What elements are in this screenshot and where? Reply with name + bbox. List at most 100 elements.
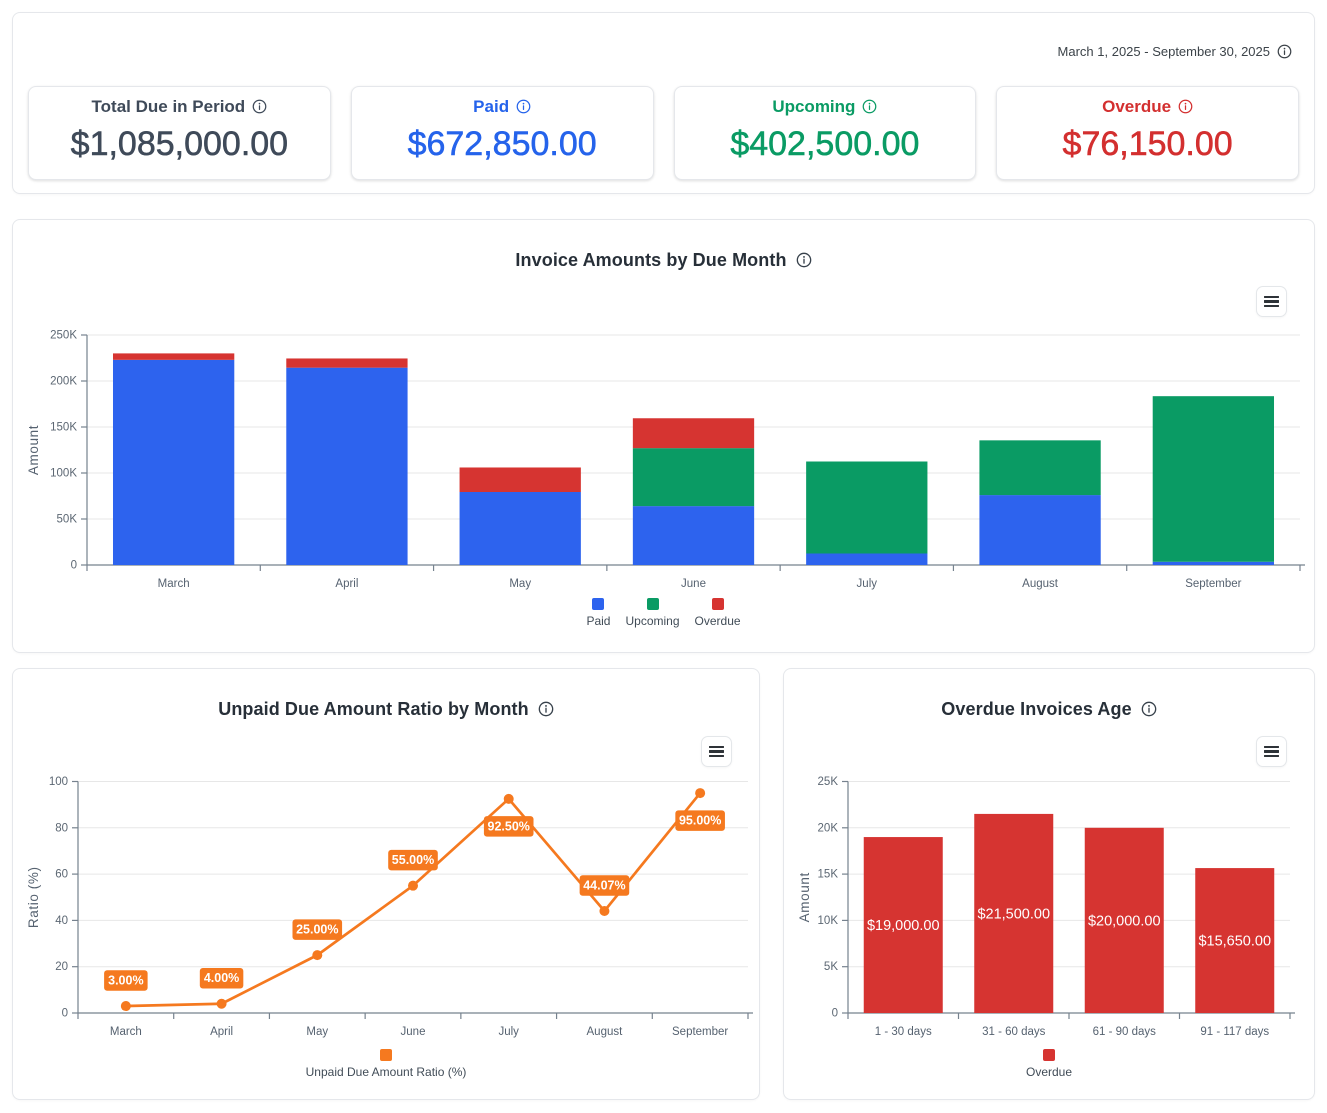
x-category-label: June <box>401 1026 426 1038</box>
info-icon[interactable] <box>1178 99 1193 114</box>
info-icon[interactable] <box>516 99 531 114</box>
chart-menu-button[interactable] <box>701 736 732 767</box>
y-axis-name: Ratio (%) <box>26 866 41 928</box>
bar-value-label: $20,000.00 <box>1088 913 1161 929</box>
stat-card-total-due-in-period: Total Due in Period $1,085,000.00 <box>28 86 331 180</box>
stat-card-overdue: Overdue $76,150.00 <box>996 86 1299 180</box>
bar-segment-overdue-june[interactable] <box>632 418 755 449</box>
chart-legend: Paid Upcoming Overdue <box>13 598 1314 628</box>
bar-segment-paid-july[interactable] <box>806 553 928 566</box>
line-marker-september[interactable] <box>695 788 706 799</box>
y-tick-label: 80 <box>55 822 68 834</box>
date-range-row: March 1, 2025 - September 30, 2025 <box>1058 37 1292 65</box>
legend-marker <box>380 1049 392 1061</box>
info-icon[interactable] <box>1141 701 1157 717</box>
legend-marker <box>1043 1049 1055 1061</box>
y-tick-label: 40 <box>55 915 68 927</box>
bar-segment-overdue-1-30-days[interactable] <box>863 837 943 1013</box>
bar-segment-overdue-march[interactable] <box>112 353 235 360</box>
bar-segment-paid-may[interactable] <box>459 491 581 565</box>
info-icon[interactable] <box>1277 44 1292 59</box>
stat-value-total-due-in-period: $1,085,000.00 <box>70 125 289 164</box>
stat-title-upcoming: Upcoming <box>772 96 856 116</box>
summary-stats: Total Due in Period $1,085,000.00 Paid $672… <box>28 86 1299 180</box>
data-label-box <box>388 849 438 871</box>
chart-menu-button[interactable] <box>1256 286 1287 317</box>
bar-segment-overdue-31-60-days[interactable] <box>974 813 1054 1013</box>
chart-legend: Overdue <box>784 1049 1314 1079</box>
bar-segment-upcoming-june[interactable] <box>632 448 755 507</box>
info-icon[interactable] <box>252 99 267 114</box>
chart-legend: Unpaid Due Amount Ratio (%) <box>13 1049 759 1079</box>
stat-title-paid: Paid <box>473 96 510 116</box>
invoice-plot: 0 50K 100K 150K 200K 250K March April May June Jul… <box>26 330 1305 590</box>
bar-segment-paid-september[interactable] <box>1152 561 1275 565</box>
y-axis-name: Amount <box>26 425 41 475</box>
data-label-box <box>579 875 630 896</box>
date-range: March 1, 2025 - September 30, 2025 <box>1057 43 1270 59</box>
bar-segment-upcoming-july[interactable] <box>806 461 928 554</box>
data-label-box <box>675 810 725 831</box>
bar-segment-overdue-may[interactable] <box>459 467 581 492</box>
y-tick-label: 50K <box>57 514 78 526</box>
bar-value-label: $19,000.00 <box>867 918 940 934</box>
hamburger-menu-icon <box>1264 745 1279 758</box>
y-tick-label: 25K <box>818 776 839 788</box>
legend-marker <box>592 598 605 610</box>
info-icon[interactable] <box>796 252 812 268</box>
legend-marker <box>711 598 724 610</box>
legend-item-paid[interactable]: Paid <box>586 598 610 628</box>
bar-segment-overdue-april[interactable] <box>286 358 408 368</box>
stat-title-total-due-in-period: Total Due in Period <box>91 96 246 116</box>
legend-item-overdue[interactable]: Overdue <box>1026 1049 1072 1079</box>
data-label-text: 3.00% <box>108 974 143 988</box>
bar-segment-paid-june[interactable] <box>632 506 755 565</box>
x-category-label: April <box>210 1026 233 1038</box>
stat-title-overdue: Overdue <box>1102 96 1172 116</box>
data-label-text: 92.50% <box>488 819 530 833</box>
line-marker-august[interactable] <box>599 905 610 916</box>
bar-segment-paid-march[interactable] <box>112 359 235 565</box>
stat-value-overdue: $76,150.00 <box>1062 125 1233 164</box>
x-category-label: 31 - 60 days <box>982 1026 1046 1038</box>
y-tick-label: 60 <box>55 869 68 881</box>
y-tick-label: 100 <box>49 776 68 788</box>
line-marker-march[interactable] <box>120 1001 131 1012</box>
y-tick-label: 100K <box>50 468 77 480</box>
stat-card-paid: Paid $672,850.00 <box>350 86 654 180</box>
bar-segment-paid-august[interactable] <box>979 495 1101 565</box>
legend-item-upcoming[interactable]: Upcoming <box>625 598 680 628</box>
stat-value-paid: $672,850.00 <box>407 125 597 164</box>
x-category-label: September <box>1185 578 1241 590</box>
data-label-box <box>292 919 343 940</box>
data-label-box <box>199 967 244 989</box>
chart-title-invoice: Invoice Amounts by Due Month <box>515 249 787 270</box>
legend-label: Unpaid Due Amount Ratio (%) <box>305 1065 467 1079</box>
line-marker-july[interactable] <box>503 793 514 804</box>
info-icon[interactable] <box>862 99 877 114</box>
y-tick-label: 10K <box>818 915 839 927</box>
line-marker-may[interactable] <box>312 950 323 961</box>
bar-segment-upcoming-september[interactable] <box>1152 396 1275 562</box>
bar-segment-overdue-91-117-days[interactable] <box>1195 868 1275 1013</box>
legend-marker <box>646 598 659 610</box>
bar-segment-upcoming-august[interactable] <box>979 440 1101 496</box>
bar-segment-overdue-61-90-days[interactable] <box>1084 827 1164 1013</box>
x-category-label: August <box>1022 578 1059 590</box>
y-tick-label: 150K <box>50 422 77 434</box>
y-axis-name: Amount <box>797 872 812 922</box>
legend-item-unpaid-due-amount-ratio-[interactable]: Unpaid Due Amount Ratio (%) <box>305 1049 467 1079</box>
y-tick-label: 200K <box>50 376 77 388</box>
hamburger-menu-icon <box>1264 295 1279 308</box>
bar-value-label: $21,500.00 <box>977 906 1050 922</box>
data-label-text: 25.00% <box>296 923 338 937</box>
line-marker-april[interactable] <box>216 998 227 1009</box>
bar-segment-paid-april[interactable] <box>286 367 408 565</box>
chart-menu-button[interactable] <box>1256 736 1287 767</box>
info-icon[interactable] <box>538 701 554 717</box>
legend-item-overdue[interactable]: Overdue <box>695 598 741 628</box>
x-category-label: July <box>857 578 878 590</box>
data-label-text: 4.00% <box>204 971 239 985</box>
line-marker-june[interactable] <box>408 880 418 891</box>
chart-title-age: Overdue Invoices Age <box>941 698 1132 719</box>
